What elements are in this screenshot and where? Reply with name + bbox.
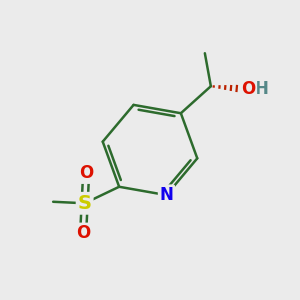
Text: N: N — [160, 186, 173, 204]
Text: O: O — [76, 224, 90, 242]
Text: H: H — [255, 80, 269, 98]
Text: O: O — [241, 80, 256, 98]
Text: S: S — [78, 194, 92, 213]
Text: O: O — [79, 164, 93, 182]
